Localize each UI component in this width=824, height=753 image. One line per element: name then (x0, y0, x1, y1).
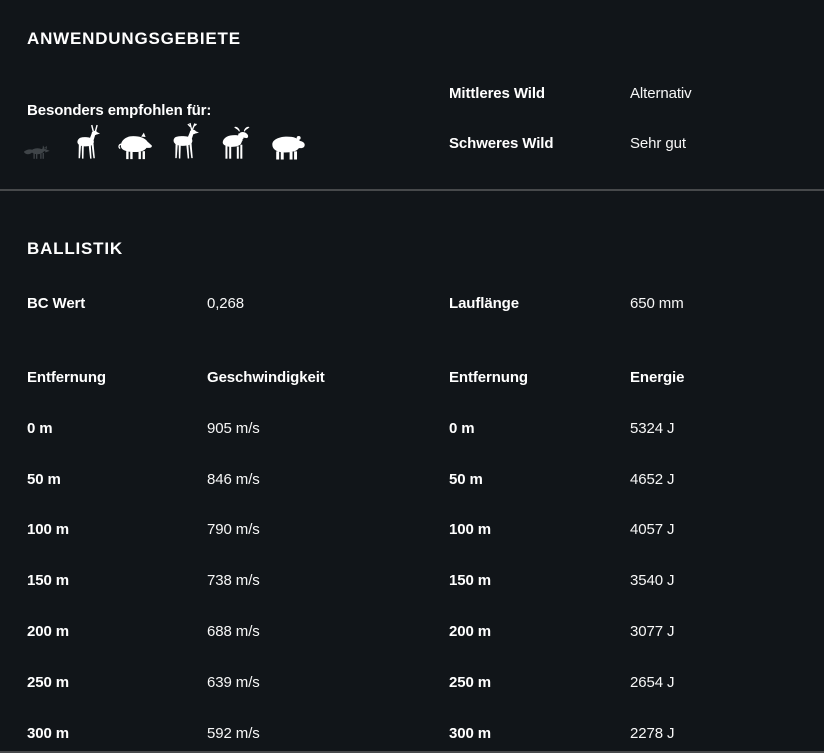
spec-value-lauflaenge: 650 mm (630, 295, 684, 312)
animal-icon-row (22, 122, 402, 160)
velocity-table-row: 100 m 790 m/s (27, 521, 417, 538)
energy-table-row: 300 m 2278 J (449, 725, 809, 742)
section-title-anwendungsgebiete: ANWENDUNGSGEBIETE (27, 29, 241, 49)
velocity-cell: 592 m/s (207, 724, 260, 742)
distance-cell: 100 m (27, 521, 70, 539)
velocity-cell: 905 m/s (207, 419, 260, 437)
energy-table-row: 250 m 2654 J (449, 674, 809, 691)
velocity-cell: 688 m/s (207, 622, 260, 640)
energy-cell: 4652 J (630, 470, 675, 488)
energy-cell: 3077 J (630, 622, 675, 640)
moose-icon (222, 126, 250, 159)
roe-deer-icon (77, 124, 100, 159)
section-divider (0, 189, 824, 191)
energy-cell: 2654 J (630, 673, 675, 691)
distance-cell: 150 m (27, 572, 70, 590)
energy-table-row: 100 m 4057 J (449, 521, 809, 538)
velocity-table-row: 150 m 738 m/s (27, 572, 417, 589)
rating-label-schweres-wild: Schweres Wild (449, 135, 554, 152)
velocity-table-row: 200 m 688 m/s (27, 623, 417, 640)
energy-table-row: 150 m 3540 J (449, 572, 809, 589)
velocity-table-row: 250 m 639 m/s (27, 674, 417, 691)
distance-cell: 200 m (449, 622, 492, 640)
distance-cell: 0 m (27, 419, 53, 437)
distance-cell: 250 m (449, 673, 492, 691)
energy-table-row: 50 m 4652 J (449, 471, 809, 488)
distance-cell: 300 m (449, 724, 492, 742)
energy-table: Entfernung Energie 0 m 5324 J 50 m 4652 … (449, 369, 809, 753)
distance-cell: 300 m (27, 724, 70, 742)
velocity-cell: 846 m/s (207, 470, 260, 488)
velocity-table-row: 50 m 846 m/s (27, 471, 417, 488)
velocity-cell: 790 m/s (207, 521, 260, 539)
energy-table-row: 200 m 3077 J (449, 623, 809, 640)
distance-cell: 150 m (449, 572, 492, 590)
bear-icon (272, 135, 305, 160)
distance-cell: 50 m (27, 470, 61, 488)
fox-icon (23, 145, 50, 159)
velocity-column-header: Geschwindigkeit (207, 369, 325, 386)
spec-label-lauflaenge: Lauflänge (449, 295, 519, 312)
distance-cell: 100 m (449, 521, 492, 539)
velocity-table: Entfernung Geschwindigkeit 0 m 905 m/s 5… (27, 369, 417, 753)
wild-boar-icon (118, 132, 152, 160)
velocity-cell: 639 m/s (207, 673, 260, 691)
velocity-table-row: 300 m 592 m/s (27, 725, 417, 742)
bottom-divider (0, 751, 824, 753)
energy-cell: 2278 J (630, 724, 675, 742)
distance-column-header: Entfernung (27, 369, 106, 386)
energy-table-row: 0 m 5324 J (449, 420, 809, 437)
distance-cell: 50 m (449, 470, 483, 488)
distance-column-header: Entfernung (449, 369, 528, 386)
rating-label-mittleres-wild: Mittleres Wild (449, 85, 545, 102)
section-title-ballistik: BALLISTIK (27, 239, 123, 259)
distance-cell: 200 m (27, 622, 70, 640)
rating-value-mittleres-wild: Alternativ (630, 85, 692, 102)
spec-label-bc-wert: BC Wert (27, 295, 86, 312)
distance-cell: 250 m (27, 673, 70, 691)
recommended-for-label: Besonders empfohlen für: (27, 102, 212, 119)
velocity-cell: 738 m/s (207, 572, 260, 590)
red-deer-icon (173, 122, 199, 159)
velocity-table-header: Entfernung Geschwindigkeit (27, 369, 417, 386)
rating-value-schweres-wild: Sehr gut (630, 135, 686, 152)
energy-cell: 5324 J (630, 419, 675, 437)
energy-cell: 4057 J (630, 521, 675, 539)
energy-table-header: Entfernung Energie (449, 369, 809, 386)
distance-cell: 0 m (449, 419, 475, 437)
spec-value-bc-wert: 0,268 (207, 295, 245, 312)
energy-column-header: Energie (630, 369, 685, 386)
velocity-table-row: 0 m 905 m/s (27, 420, 417, 437)
energy-cell: 3540 J (630, 572, 675, 590)
